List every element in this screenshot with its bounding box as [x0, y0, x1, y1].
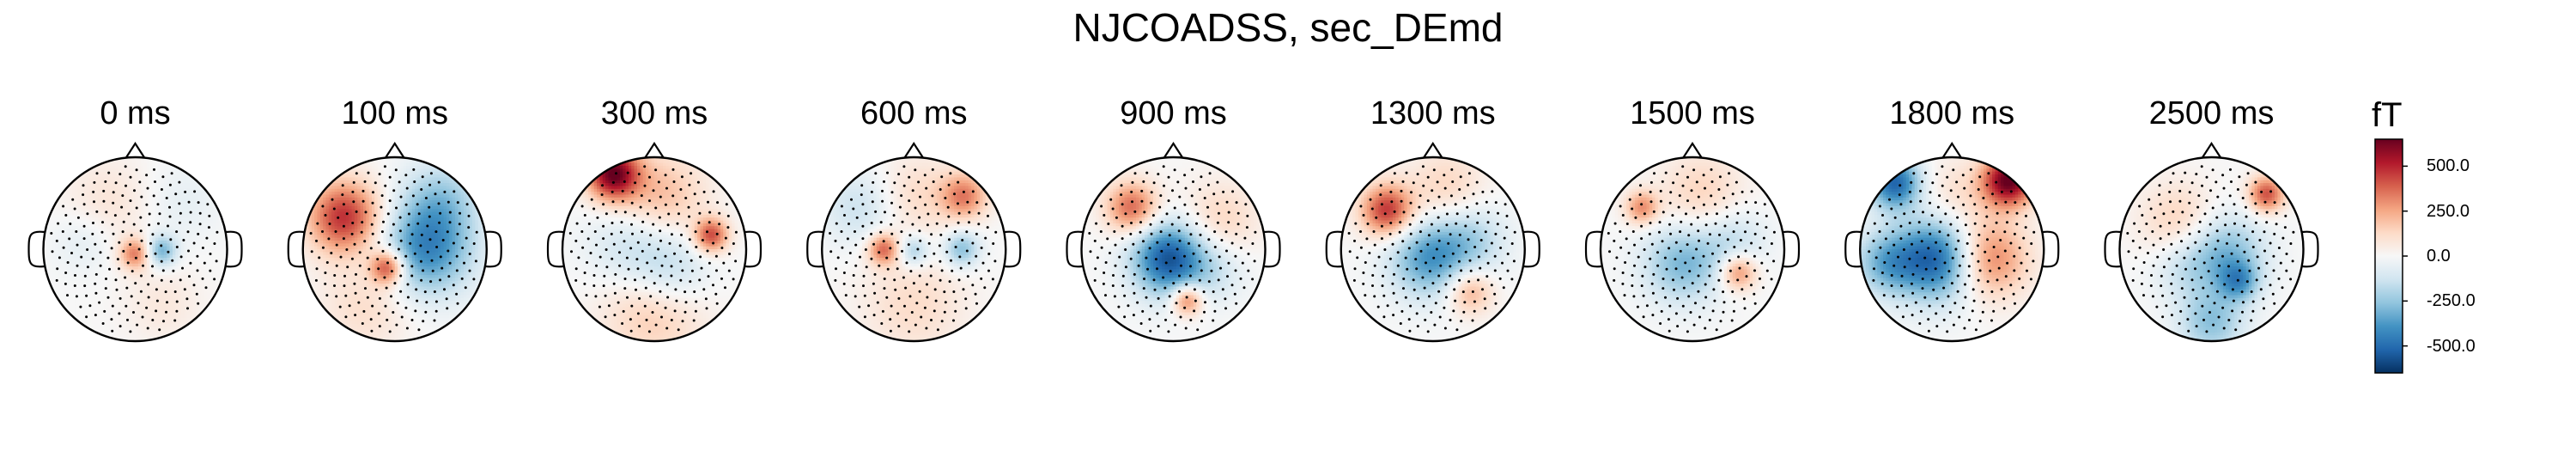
figure-title: NJCOADSS, sec_DEmd [0, 2, 2576, 53]
right-ear [744, 230, 762, 268]
field-map [1860, 157, 2044, 341]
nose [1682, 141, 1703, 159]
nose [125, 141, 146, 159]
left-ear [287, 230, 304, 268]
time-label: 1500 ms [1564, 93, 1821, 134]
sensor-dots [1088, 165, 1257, 333]
sensor-dots [1347, 165, 1516, 333]
topomap-3 [806, 141, 1022, 343]
sensor-dots [829, 165, 998, 333]
right-ear [2302, 230, 2319, 268]
topomap-2 [546, 141, 762, 343]
sensor-dots [309, 165, 478, 333]
right-ear [2043, 230, 2060, 268]
time-label: 1300 ms [1304, 93, 1562, 134]
colorbar-tick-label: 0.0 [2427, 246, 2451, 266]
sensor-dots [50, 165, 219, 333]
colorbar-unit: fT [2372, 95, 2403, 136]
colorbar-tick-label: 500.0 [2427, 156, 2470, 176]
nose [1163, 141, 1184, 159]
nose [1941, 141, 1963, 159]
nose [384, 141, 405, 159]
sensor-dots [1607, 165, 1776, 333]
time-label: 300 ms [526, 93, 783, 134]
topomap-8 [2104, 141, 2319, 343]
left-ear [1844, 230, 1862, 268]
right-ear [226, 230, 243, 268]
time-label: 1800 ms [1823, 93, 2081, 134]
left-ear [1066, 230, 1083, 268]
colorbar-tick-label: -250.0 [2427, 290, 2476, 311]
left-ear [806, 230, 823, 268]
time-label: 900 ms [1045, 93, 1303, 134]
head-outline [1080, 156, 1267, 343]
topomap-4 [1066, 141, 1281, 343]
topomap-7 [1844, 141, 2060, 343]
nose [2201, 141, 2222, 159]
field-map [43, 157, 228, 341]
time-label: 0 ms [7, 93, 264, 134]
left-ear [1584, 230, 1602, 268]
topomap-1 [287, 141, 502, 343]
right-ear [1005, 230, 1022, 268]
sensor-dots [568, 165, 738, 333]
head-outline [561, 156, 748, 343]
head-outline [1340, 156, 1526, 343]
field-map [822, 157, 1006, 341]
left-ear [27, 230, 45, 268]
head-outline [821, 156, 1007, 343]
left-ear [2104, 230, 2121, 268]
right-ear [1264, 230, 1281, 268]
colorbar-tick-label: -500.0 [2427, 336, 2476, 357]
topomap-6 [1584, 141, 1801, 343]
right-ear [1783, 230, 1801, 268]
time-label: 600 ms [785, 93, 1042, 134]
right-ear [485, 230, 502, 268]
field-map [2119, 157, 2304, 341]
sensor-dots [1867, 165, 2036, 333]
sensor-dots [2126, 165, 2295, 333]
head-outline [1859, 156, 2045, 343]
head-outline [2118, 156, 2305, 343]
nose [1422, 141, 1443, 159]
colorbar [2374, 138, 2403, 374]
head-outline [42, 156, 228, 343]
colorbar-tick-label: 250.0 [2427, 201, 2470, 222]
left-ear [546, 230, 564, 268]
time-label: 2500 ms [2083, 93, 2341, 134]
nose [644, 141, 665, 159]
right-ear [1523, 230, 1540, 268]
head-outline [301, 156, 488, 343]
time-label: 100 ms [266, 93, 524, 134]
topomap-0 [27, 141, 243, 343]
head-outline [1599, 156, 1786, 343]
nose [903, 141, 925, 159]
topomap-5 [1325, 141, 1540, 343]
left-ear [1325, 230, 1342, 268]
